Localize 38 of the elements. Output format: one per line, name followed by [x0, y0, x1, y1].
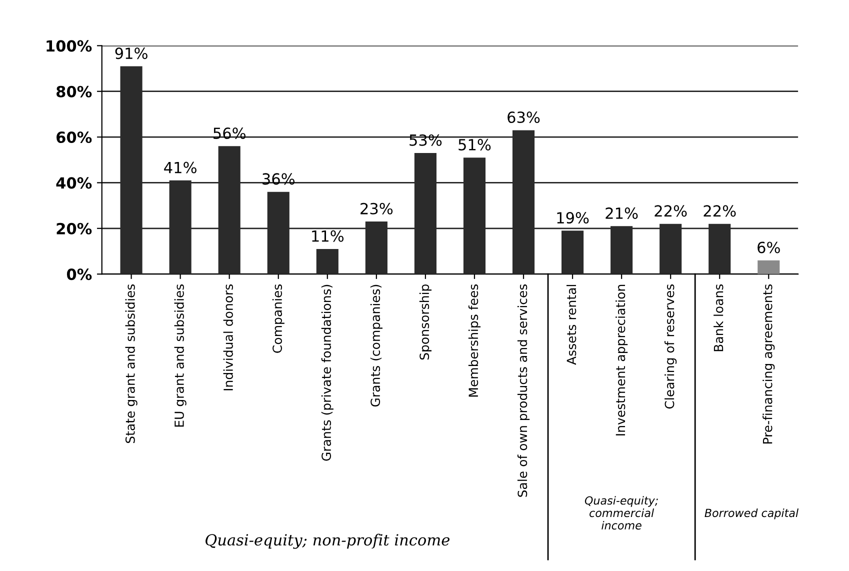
x-tick-label: Grants (companies)	[370, 284, 382, 407]
text: Quasi-equity; non-profit income	[206, 534, 450, 549]
x-tick-label: Assets rental	[566, 284, 576, 365]
data-label: 51%	[458, 138, 491, 150]
data-label: 23%	[360, 202, 393, 214]
x-tick-label: Individual donors	[223, 284, 233, 390]
data-label: 53%	[410, 134, 442, 146]
x-tick-label: Investment appreciation	[616, 284, 628, 436]
y-tick-label: 40%	[56, 177, 92, 189]
y-tick-label: 20%	[56, 222, 92, 234]
x-tick-label: Bank loans	[714, 284, 724, 352]
x-tick-label: Grants (private foundations)	[321, 284, 334, 461]
data-label: 19%	[557, 212, 589, 224]
y-tick-label: 0%	[66, 268, 92, 280]
data-label: 63%	[508, 112, 540, 124]
text: Borrowed capital	[704, 508, 799, 520]
data-label: 91%	[115, 48, 148, 60]
data-label: 56%	[214, 127, 246, 140]
x-tick-label: Clearing of reserves	[664, 284, 677, 409]
x-tick-label: Memberships fees	[468, 284, 481, 397]
x-tick-label: Sale of own products and services	[517, 284, 530, 497]
data-label: 22%	[704, 205, 736, 217]
x-tick-label: Companies	[272, 284, 284, 353]
x-tick-label: Sponsorship	[419, 284, 432, 360]
bar	[316, 248, 338, 274]
data-label: 11%	[312, 230, 344, 242]
data-label: 41%	[164, 162, 196, 174]
text: Quasi-equity; commercial income	[584, 496, 658, 530]
x-tick-label: EU grant and subsidies	[174, 284, 186, 427]
y-tick-label: 60%	[56, 132, 92, 144]
data-label: 6%	[758, 242, 780, 254]
y-tick-label: 80%	[56, 86, 92, 98]
y-tick-label: 100%	[46, 40, 92, 52]
data-label: 22%	[654, 205, 687, 217]
bar	[758, 260, 780, 274]
x-tick-label: Pre-financing agreements	[762, 284, 775, 444]
data-label: 21%	[606, 207, 638, 219]
x-tick-label: State grant and subsidies	[125, 284, 138, 444]
